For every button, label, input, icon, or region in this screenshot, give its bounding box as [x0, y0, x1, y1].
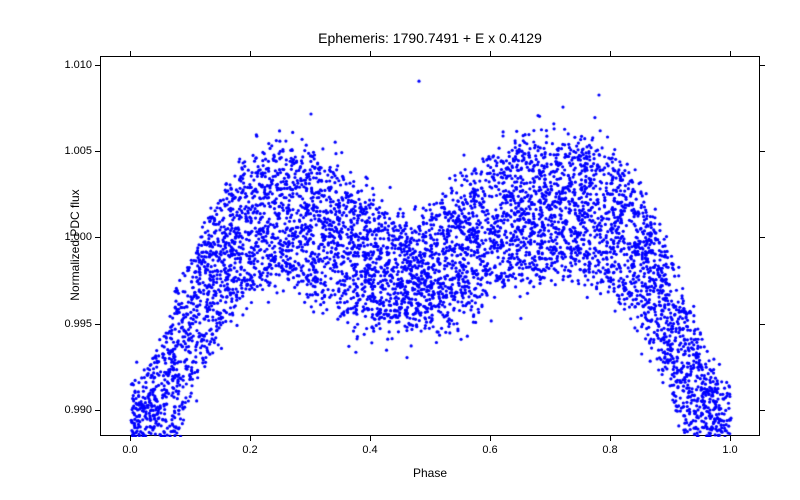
y-tick: [760, 237, 765, 238]
y-tick-label: 0.990: [52, 404, 92, 416]
x-tick: [730, 436, 731, 441]
x-tick-label: 0.0: [122, 444, 137, 456]
x-tick-label: 0.2: [242, 444, 257, 456]
chart-title: Ephemeris: 1790.7491 + E x 0.4129: [100, 30, 760, 46]
x-tick: [370, 436, 371, 441]
x-tick-label: 0.6: [482, 444, 497, 456]
y-tick-label: 1.010: [52, 59, 92, 71]
x-tick: [130, 51, 131, 56]
scatter-canvas: [101, 57, 761, 437]
plot-area: [100, 56, 760, 436]
x-tick: [610, 436, 611, 441]
x-tick: [370, 51, 371, 56]
y-tick: [95, 410, 100, 411]
x-tick: [610, 51, 611, 56]
y-tick: [760, 410, 765, 411]
figure: Ephemeris: 1790.7491 + E x 0.4129 Phase …: [0, 0, 800, 500]
x-tick-label: 0.8: [602, 444, 617, 456]
x-tick-label: 0.4: [362, 444, 377, 456]
y-tick: [760, 65, 765, 66]
y-tick: [760, 151, 765, 152]
y-tick: [95, 65, 100, 66]
y-tick: [95, 237, 100, 238]
x-tick: [490, 436, 491, 441]
y-tick: [95, 151, 100, 152]
x-tick: [130, 436, 131, 441]
x-tick: [250, 436, 251, 441]
y-tick-label: 1.000: [52, 231, 92, 243]
x-tick: [730, 51, 731, 56]
x-axis-label: Phase: [100, 466, 760, 480]
y-tick-label: 1.005: [52, 145, 92, 157]
y-tick-label: 0.995: [52, 318, 92, 330]
x-tick: [490, 51, 491, 56]
x-tick-label: 1.0: [722, 444, 737, 456]
x-tick: [250, 51, 251, 56]
y-tick: [760, 324, 765, 325]
y-axis-label: Normalized PDC flux: [68, 185, 82, 305]
y-tick: [95, 324, 100, 325]
